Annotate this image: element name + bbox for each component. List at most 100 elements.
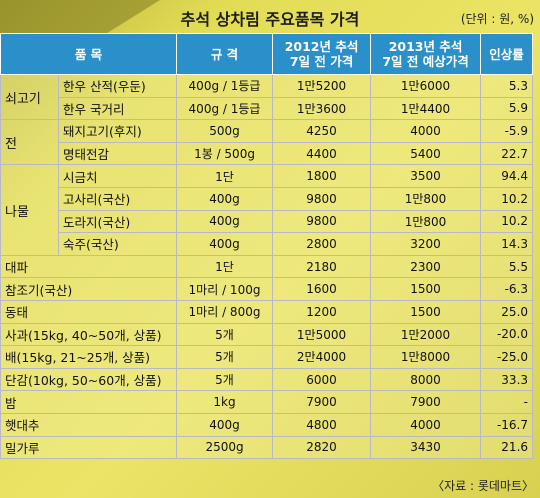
table-row: 밤 1kg 7900 7900 -: [0, 390, 534, 414]
table-row: 한우 국거리 400g / 1등급 1만3600 1만4400 5.9: [1, 96, 534, 121]
item-name: 밀가루: [0, 435, 178, 460]
item-name: 한우 국거리: [57, 96, 178, 121]
source-note: 〈자료 : 롯데마트〉: [432, 479, 534, 493]
price-2013: 1만800: [370, 186, 482, 211]
item-spec: 1마리 / 800g: [176, 299, 274, 324]
price-2012: 1만5000: [272, 322, 372, 347]
table-row: 전 돼지고기(후지) 500g 4250 4000 -5.9: [0, 119, 534, 166]
table-row: 단감(10kg, 50~60개, 상품) 5개 6000 8000 33.3: [0, 367, 534, 392]
price-2012: 1600: [272, 277, 372, 301]
group-beef: 쇠고기: [0, 73, 59, 121]
item-spec: 2500g: [176, 435, 274, 460]
item-name: 배(15kg, 21~25개, 상품): [0, 345, 178, 369]
table-row: 숙주(국산) 400g 2800 3200 14.3: [1, 232, 534, 256]
table-title: 추석 상차림 주요품목 가격: [180, 10, 360, 29]
header-price-2013: 2013년 추석 7일 전 예상가격: [370, 33, 482, 75]
header-2012-line2: 7일 전 가격: [289, 54, 354, 69]
group-jeon: 전: [0, 119, 59, 166]
price-2013: 1만6000: [370, 74, 482, 98]
item-name: 고사리(국산): [57, 186, 178, 211]
table-row: 밀가루 2500g 2820 3430 21.6: [0, 435, 534, 460]
increase-rate: 5.5: [480, 254, 534, 279]
price-2012: 4250: [272, 119, 372, 143]
price-2013: 3500: [370, 164, 482, 188]
price-2013: 1만800: [370, 209, 482, 234]
increase-rate: 5.3: [480, 74, 534, 98]
item-spec: 400g: [176, 186, 274, 211]
item-spec: 400g: [176, 209, 274, 234]
item-name: 사과(15kg, 40~50개, 상품): [0, 322, 178, 347]
price-2013: 8000: [370, 367, 482, 392]
price-2013: 3200: [370, 232, 482, 256]
price-2013: 4000: [370, 119, 482, 143]
price-2012: 6000: [272, 367, 372, 392]
price-2012: 2180: [272, 254, 372, 279]
item-name: 대파: [0, 254, 178, 279]
increase-rate: 94.4: [480, 164, 534, 188]
table-row: 동태 1마리 / 800g 1200 1500 25.0: [0, 299, 534, 324]
item-spec: 1마리 / 100g: [176, 277, 274, 301]
increase-rate: 5.9: [480, 96, 534, 121]
increase-rate: -25.0: [480, 345, 534, 369]
table-row: 도라지(국산) 400g 9800 1만800 10.2: [1, 209, 534, 234]
price-2012: 4400: [272, 141, 372, 166]
item-name: 단감(10kg, 50~60개, 상품): [0, 367, 178, 392]
unit-note: (단위 : 원, %): [460, 12, 534, 26]
item-spec: 1kg: [176, 390, 274, 414]
table-row: 참조기(국산) 1마리 / 100g 1600 1500 -6.3: [0, 277, 534, 301]
header-2013-line2: 7일 전 예상가격: [382, 54, 469, 69]
increase-rate: 33.3: [480, 367, 534, 392]
table-row: 대파 1단 2180 2300 5.5: [0, 254, 534, 279]
item-spec: 1단: [176, 164, 274, 188]
item-spec: 400g / 1등급: [176, 96, 274, 121]
header-2012-line1: 2012년 추석: [284, 39, 359, 54]
item-spec: 5개: [176, 322, 274, 347]
price-2013: 1만8000: [370, 345, 482, 369]
price-2013: 5400: [370, 141, 482, 166]
price-2012: 9800: [272, 186, 372, 211]
price-2013: 2300: [370, 254, 482, 279]
price-2012: 1만5200: [272, 74, 372, 98]
price-2013: 4000: [370, 412, 482, 437]
header-price-2012: 2012년 추석 7일 전 가격: [272, 33, 372, 75]
item-spec: 5개: [176, 367, 274, 392]
increase-rate: -6.3: [480, 277, 534, 301]
table-row: 쇠고기 한우 산적(우둔) 400g / 1등급 1만5200 1만6000 5…: [0, 73, 534, 121]
increase-rate: 22.7: [480, 141, 534, 166]
price-2013: 7900: [370, 390, 482, 414]
price-2012: 7900: [272, 390, 372, 414]
price-2013: 1만2000: [370, 322, 482, 347]
price-2012: 1200: [272, 299, 372, 324]
group-namul: 나물: [0, 164, 59, 256]
item-spec: 1단: [176, 254, 274, 279]
price-2013: 1만4400: [370, 96, 482, 121]
increase-rate: -20.0: [480, 322, 534, 347]
increase-rate: 10.2: [480, 209, 534, 234]
item-name: 햇대추: [0, 412, 178, 437]
item-name: 시금치: [57, 164, 178, 188]
item-spec: 400g: [176, 232, 274, 256]
header-item: 품 목: [0, 33, 178, 75]
item-spec: 1봉 / 500g: [176, 141, 274, 166]
item-spec: 400g: [176, 412, 274, 437]
price-2012: 2820: [272, 435, 372, 460]
table-row: 고사리(국산) 400g 9800 1만800 10.2: [1, 186, 534, 211]
item-spec: 500g: [176, 119, 274, 143]
item-name: 한우 산적(우둔): [57, 74, 178, 98]
table-row: 배(15kg, 21~25개, 상품) 5개 2만4000 1만8000 -25…: [0, 345, 534, 369]
price-2012: 1800: [272, 164, 372, 188]
table-row: 사과(15kg, 40~50개, 상품) 5개 1만5000 1만2000 -2…: [0, 322, 534, 347]
item-name: 돼지고기(후지): [57, 119, 178, 143]
item-name: 도라지(국산): [57, 209, 178, 234]
item-name: 숙주(국산): [57, 232, 178, 256]
table-row: 햇대추 400g 4800 4000 -16.7: [0, 412, 534, 437]
increase-rate: 21.6: [480, 435, 534, 460]
table-row: 명태전감 1봉 / 500g 4400 5400 22.7: [1, 141, 534, 166]
price-2013: 1500: [370, 299, 482, 324]
increase-rate: -16.7: [480, 412, 534, 437]
header-row: 품 목 규 격 2012년 추석 7일 전 가격 2013년 추석 7일 전 예…: [0, 33, 534, 75]
item-spec: 400g / 1등급: [176, 74, 274, 98]
header-rate: 인상률: [480, 33, 534, 75]
increase-rate: 14.3: [480, 232, 534, 256]
price-2012: 1만3600: [272, 96, 372, 121]
